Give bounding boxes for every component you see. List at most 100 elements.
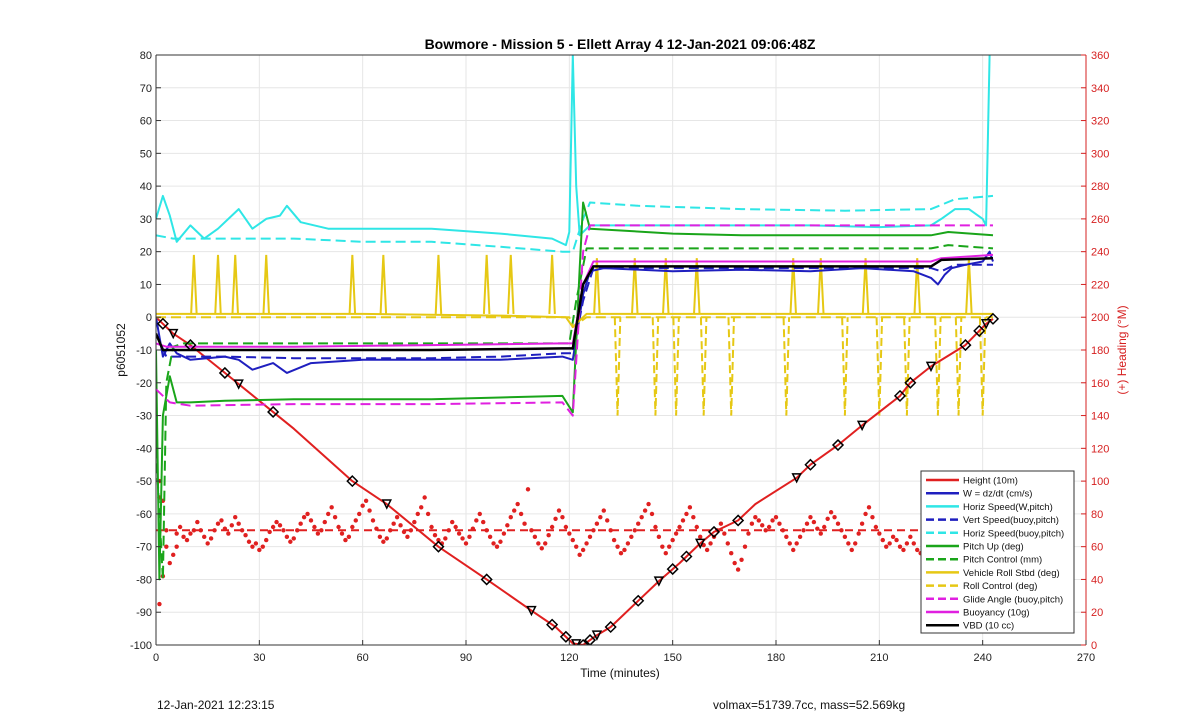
heading-point <box>419 505 424 510</box>
heading-point <box>629 534 634 540</box>
heading-point <box>167 560 172 566</box>
heading-point <box>250 544 255 549</box>
heading-point <box>319 528 324 533</box>
waypoint-marker <box>666 563 679 576</box>
heading-point <box>164 528 169 533</box>
heading-point <box>556 508 562 513</box>
heading-point <box>481 519 486 525</box>
y-tick-label-right: 120 <box>1091 443 1109 455</box>
roll-spike <box>214 254 222 314</box>
waypoint-marker <box>233 379 244 390</box>
legend-label: VBD (10 cc) <box>963 621 1014 632</box>
heading-point <box>856 531 861 536</box>
waypoint-marker <box>925 361 937 373</box>
heading-point <box>291 536 296 541</box>
heading-point <box>915 547 920 553</box>
y-tick-label-left: -10 <box>136 345 152 357</box>
heading-point <box>732 560 737 566</box>
heading-point <box>667 544 672 549</box>
heading-point <box>512 508 517 513</box>
heading-point <box>777 521 782 526</box>
waypoint-marker <box>986 312 1000 325</box>
y-tick-label-left: -40 <box>136 443 152 455</box>
series-pitch-control-mm <box>156 244 994 581</box>
heading-point <box>567 531 572 536</box>
waypoint-marker <box>856 420 868 432</box>
heading-point <box>274 519 279 525</box>
waypoint-marker <box>546 618 559 631</box>
y-tick-label-left: -20 <box>136 378 152 390</box>
heading-point <box>598 514 603 520</box>
heading-point <box>463 541 469 546</box>
y-tick-label-left: -100 <box>130 640 152 652</box>
waypoint-marker <box>653 576 665 587</box>
waypoint-marker <box>480 573 493 586</box>
heading-point <box>212 528 217 533</box>
heading-point <box>584 541 589 546</box>
y-tick-label-right: 220 <box>1091 279 1109 291</box>
roll-spike <box>631 258 639 314</box>
heading-point <box>391 521 396 526</box>
waypoint-marker <box>695 538 706 550</box>
y-tick-label-left: -60 <box>136 509 152 521</box>
heading-point <box>884 544 889 549</box>
y-tick-label-right: 260 <box>1091 214 1109 226</box>
heading-point <box>515 501 520 507</box>
heading-point <box>222 526 228 531</box>
heading-point <box>188 531 193 536</box>
heading-point <box>288 539 293 544</box>
heading-point <box>498 539 503 544</box>
heading-point <box>308 518 314 523</box>
y-tick-label-left: 70 <box>140 83 152 95</box>
heading-point <box>880 537 885 543</box>
heading-point <box>425 511 431 517</box>
heading-point <box>470 526 476 531</box>
heading-point <box>215 521 221 526</box>
heading-point <box>601 508 606 513</box>
y-tick-label-left: -50 <box>136 476 152 488</box>
heading-point <box>339 531 345 536</box>
heading-point <box>329 505 334 510</box>
heading-point <box>890 534 896 540</box>
heading-point <box>171 552 176 558</box>
heading-point <box>301 514 307 520</box>
y-tick-label-right: 40 <box>1091 574 1103 586</box>
x-tick-label: 180 <box>767 652 785 664</box>
heading-point <box>236 521 241 526</box>
series-roll-control-deg <box>156 316 993 329</box>
waypoint-marker <box>156 317 169 330</box>
heading-point <box>298 521 303 526</box>
heading-point <box>260 544 265 549</box>
heading-point <box>804 521 810 526</box>
heading-point <box>350 524 355 530</box>
series-vehicle-roll-stbd-deg <box>156 312 993 329</box>
heading-point <box>198 528 203 533</box>
heading-point <box>794 541 799 546</box>
y-tick-label-left: 40 <box>140 181 152 193</box>
y-tick-label-right: 140 <box>1091 411 1109 423</box>
heading-point <box>305 511 310 517</box>
heading-point <box>704 547 710 553</box>
roll-control-spike <box>934 317 942 416</box>
waypoint-marker <box>168 328 179 340</box>
heading-point <box>370 518 376 523</box>
heading-point <box>808 514 813 520</box>
waypoint-marker <box>893 389 907 402</box>
waypoint-marker <box>707 525 721 538</box>
legend-label: Horiz Speed(W,pitch) <box>963 502 1053 513</box>
y-tick-label-right: 20 <box>1091 607 1103 619</box>
roll-spike <box>913 258 921 314</box>
heading-point <box>677 524 682 530</box>
heading-point <box>735 567 741 572</box>
heading-point <box>432 532 438 538</box>
roll-spike <box>231 254 239 314</box>
heading-point <box>177 524 183 530</box>
heading-point <box>474 518 479 523</box>
heading-point <box>663 551 668 556</box>
footer-mass-info: volmax=51739.7cc, mass=52.569kg <box>713 698 906 712</box>
heading-point <box>343 537 348 543</box>
x-tick-label: 60 <box>357 652 369 664</box>
roll-control-spike <box>875 317 884 416</box>
heading-point <box>846 541 851 546</box>
y-tick-label-left: -70 <box>136 542 152 554</box>
